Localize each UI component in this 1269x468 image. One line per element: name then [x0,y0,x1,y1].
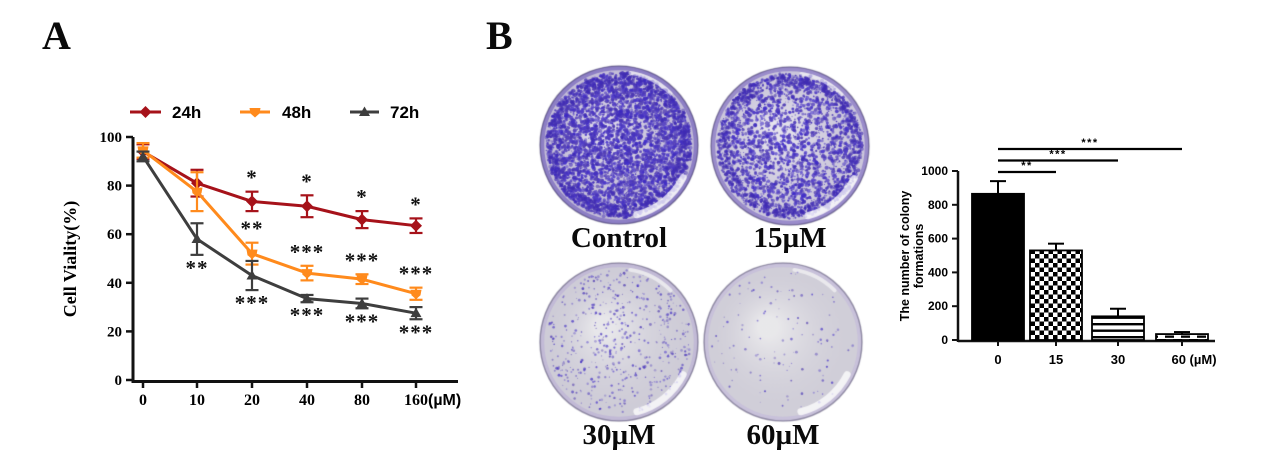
significance-stars: *** [1049,149,1066,161]
dish-label-control: Control [570,222,668,254]
significance-stars: ** [241,217,264,241]
significance-stars: ** [186,256,209,280]
svg-text:160: 160 [404,392,428,409]
dish-label-15um: 15µM [753,222,827,254]
svg-text:60: 60 [107,227,122,243]
svg-text:40: 40 [299,392,315,409]
svg-text:0: 0 [139,392,147,409]
legend-item-72h: 72h [350,103,419,122]
axes: 0 200 400 600 800 1000 0 15 30 60 (µM) The number … [900,164,1217,367]
x-axis-unit-label: (µM) [428,392,461,409]
series-72h: ******** *** *** [136,150,434,344]
colony-count-bar-chart: 0 200 400 600 800 1000 0 15 30 60 (µM) The number … [900,137,1217,367]
svg-text:15: 15 [1049,352,1063,367]
svg-text:40: 40 [107,276,122,292]
significance-stars: *** [399,262,434,286]
bar-15 [1029,249,1083,341]
svg-text:60 (µM): 60 (µM) [1171,352,1216,367]
significance-brackets: ******** [998,137,1182,174]
legend-label: 24h [172,103,201,122]
y-axis-label: The number of colonyformations [900,191,926,322]
legend-item-24h: 24h [130,103,201,122]
series-24h: * * * * [136,143,423,235]
svg-text:100: 100 [100,130,123,146]
svg-text:200: 200 [928,299,948,313]
significance-stars: *** [1081,137,1098,149]
legend-label: 72h [390,103,419,122]
cell-viability-line-chart: 0 20 40 60 80 100 0 10 20 40 80 160 (µM) Cell Viality… [60,103,461,409]
colony-dish-15um [707,63,873,229]
colony-dish-60um [700,259,866,425]
significance-stars: *** [399,320,434,344]
colony-dish-control [536,62,702,228]
bar-0 [971,192,1025,341]
svg-text:0: 0 [941,333,948,347]
svg-text:80: 80 [354,392,370,409]
significance-stars: * [246,166,258,190]
legend: 24h 48h 72h [130,103,419,122]
significance-stars: * [410,192,422,216]
svg-text:800: 800 [928,198,948,212]
legend-item-48h: 48h [240,103,311,122]
svg-text:80: 80 [107,179,122,195]
y-axis-label: Cell Viality(%) [60,201,81,317]
significance-stars: * [356,185,368,209]
significance-stars: *** [345,309,380,333]
panel-a-label: A [42,13,71,58]
significance-stars: ** [1021,160,1033,172]
svg-text:1000: 1000 [921,164,948,178]
bar-60 [1155,333,1209,341]
dish-label-60um: 60µM [746,419,820,451]
significance-stars: *** [290,303,325,327]
bar-30 [1091,315,1145,341]
svg-text:0: 0 [994,352,1001,367]
significance-stars: *** [235,291,270,315]
svg-text:600: 600 [928,232,948,246]
significance-stars: * [301,169,313,193]
svg-text:0: 0 [115,373,123,389]
dish-label-30um: 30µM [582,419,656,451]
svg-text:20: 20 [244,392,260,409]
svg-text:10: 10 [189,392,205,409]
axes: 0 20 40 60 80 100 0 10 20 40 80 160 (µM) Cell Viality… [60,130,461,409]
significance-stars: *** [290,240,325,264]
svg-text:30: 30 [1111,352,1125,367]
panel-b-label: B [486,13,513,58]
bars [971,180,1209,341]
legend-label: 48h [282,103,311,122]
colony-dish-30um [536,259,702,425]
significance-stars: *** [345,248,380,272]
svg-text:20: 20 [107,324,122,340]
svg-text:400: 400 [928,265,948,279]
